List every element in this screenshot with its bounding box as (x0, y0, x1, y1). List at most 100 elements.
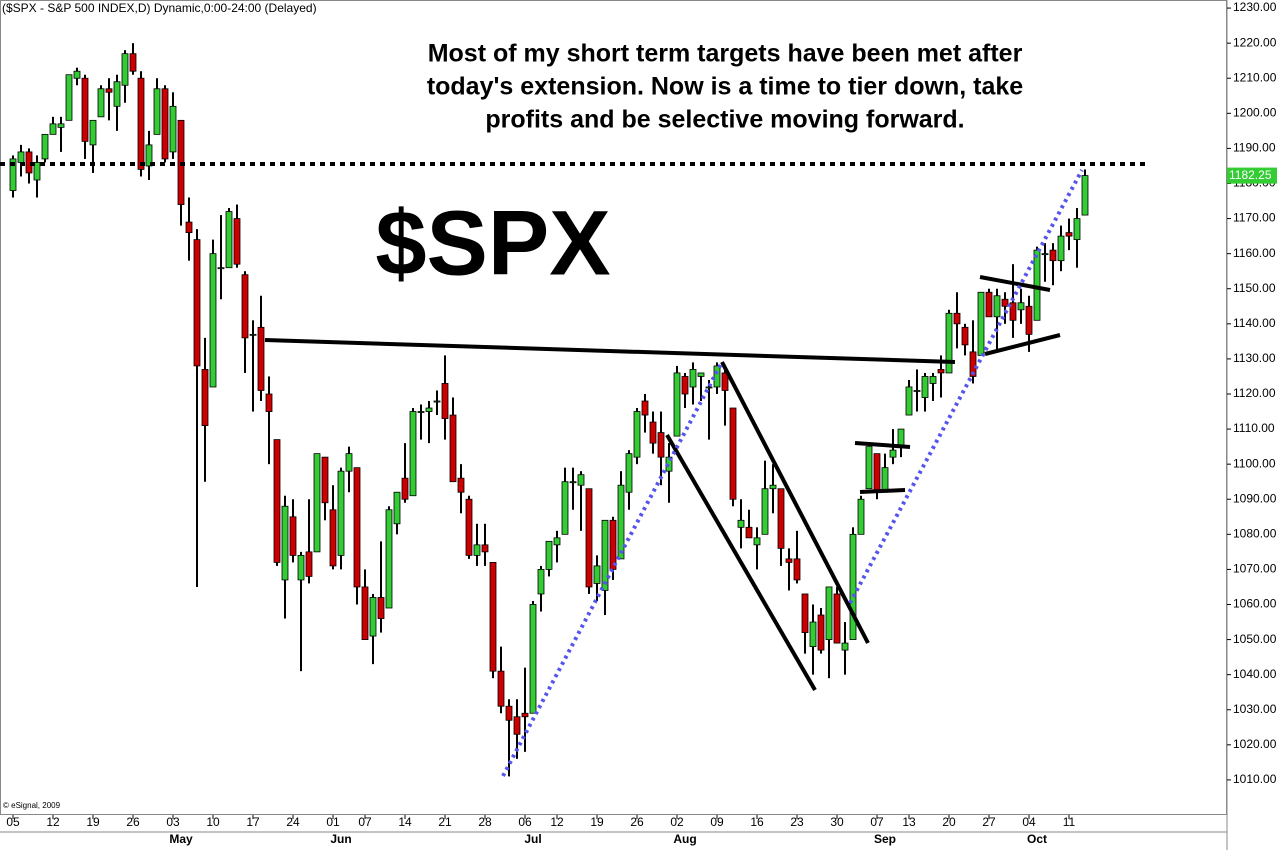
candle-body (1009, 302, 1017, 321)
x-tick-label: 19 (86, 815, 100, 829)
x-tick-label: 24 (286, 815, 300, 829)
candle-body (961, 326, 969, 346)
x-tick-label: 30 (830, 815, 844, 829)
candle-body (89, 119, 97, 146)
candle-body (169, 105, 177, 153)
y-tick-label: 1120.00 (1233, 386, 1276, 400)
annotation-line: today's extension. Now is a time to tier… (427, 73, 1023, 101)
candle-body (289, 516, 297, 556)
candle-body (17, 151, 25, 163)
y-tick-label: 1030.00 (1233, 702, 1277, 716)
channel-line (720, 361, 870, 644)
candle-body (689, 369, 697, 388)
candle-body (985, 291, 993, 318)
candle-body (121, 53, 129, 86)
x-tick-label: 14 (398, 815, 412, 829)
candle-body (105, 88, 113, 93)
candle-body (545, 540, 553, 570)
candle-body (897, 428, 905, 448)
candle-body (241, 274, 249, 339)
y-tick-label: 1040.00 (1233, 667, 1277, 681)
x-tick-label: 17 (246, 815, 260, 829)
candle-body (441, 383, 449, 419)
candle-body (465, 498, 473, 556)
candle-body (113, 81, 121, 107)
candle-body (233, 218, 241, 265)
x-tick-label: 12 (46, 815, 60, 829)
month-label: Jul (524, 832, 541, 846)
candle-body (841, 642, 849, 651)
candle-body (409, 411, 417, 497)
candle-body (145, 144, 153, 167)
annotation-line: Most of my short term targets have been … (428, 40, 1023, 68)
month-label: Oct (1027, 832, 1047, 846)
candle-body (201, 369, 209, 426)
wedge-line (979, 275, 1051, 292)
candle-body (953, 312, 961, 325)
candle-body (345, 453, 353, 472)
y-tick-label: 1020.00 (1233, 737, 1277, 751)
candle-body (929, 376, 937, 384)
candle-body (385, 509, 393, 609)
candle-body (153, 88, 161, 135)
candle-body (505, 705, 513, 721)
x-tick-label: 21 (438, 815, 452, 829)
x-tick-label: 16 (750, 815, 764, 829)
annotation-line: profits and be selective moving forward. (485, 106, 964, 134)
candle-body (457, 477, 465, 493)
candle-body (625, 453, 633, 493)
x-tick-label: 01 (326, 815, 340, 829)
y-tick-label: 1210.00 (1233, 70, 1277, 84)
candle-body (9, 158, 17, 191)
candle-body (857, 498, 865, 535)
month-label: Sep (874, 832, 896, 846)
candle-body (1057, 235, 1065, 262)
candle-body (593, 565, 601, 584)
chart-title: ($SPX - S&P 500 INDEX,D) Dynamic,0:00-24… (2, 1, 317, 15)
x-tick-label: 03 (166, 815, 180, 829)
candle-body (41, 133, 49, 160)
candle-body (129, 53, 137, 72)
candle-body (753, 537, 761, 546)
candle-body (561, 481, 569, 535)
candle-body (937, 369, 945, 374)
y-tick-label: 1170.00 (1233, 211, 1276, 225)
candle-body (305, 551, 313, 577)
x-tick-label: 27 (982, 815, 996, 829)
candle-body (1049, 249, 1057, 262)
y-tick-label: 1200.00 (1233, 105, 1277, 119)
flag-line (859, 488, 906, 494)
candle-body (353, 467, 361, 588)
candle-body (1073, 218, 1081, 241)
trend-drawings (0, 162, 1150, 777)
x-tick-label: 23 (790, 815, 804, 829)
candle-body (1025, 305, 1033, 335)
month-label: Aug (673, 832, 696, 846)
x-tick-label: 02 (670, 815, 684, 829)
candle-body (633, 411, 641, 458)
candle-body (737, 519, 745, 528)
candle-body (905, 386, 913, 416)
x-tick-label: 28 (478, 815, 492, 829)
candle-body (657, 432, 665, 458)
y-tick-label: 1100.00 (1233, 456, 1276, 470)
candle-body (49, 123, 57, 135)
candle-body (529, 604, 537, 714)
candle-body (377, 597, 385, 619)
candle-body (793, 558, 801, 581)
candle-body (513, 716, 521, 735)
candle-body (73, 70, 81, 79)
trend-line (501, 361, 724, 777)
candle-body (257, 326, 265, 391)
candle-body (705, 386, 713, 389)
candle-body (713, 365, 721, 388)
flag-line (854, 441, 911, 449)
y-tick-label: 1130.00 (1233, 351, 1276, 365)
candle-body (361, 586, 369, 640)
candle-body (425, 407, 433, 412)
candle-body (81, 77, 89, 142)
y-tick-label: 1060.00 (1233, 597, 1277, 611)
candle-body (881, 467, 889, 493)
x-tick-label: 07 (870, 815, 884, 829)
